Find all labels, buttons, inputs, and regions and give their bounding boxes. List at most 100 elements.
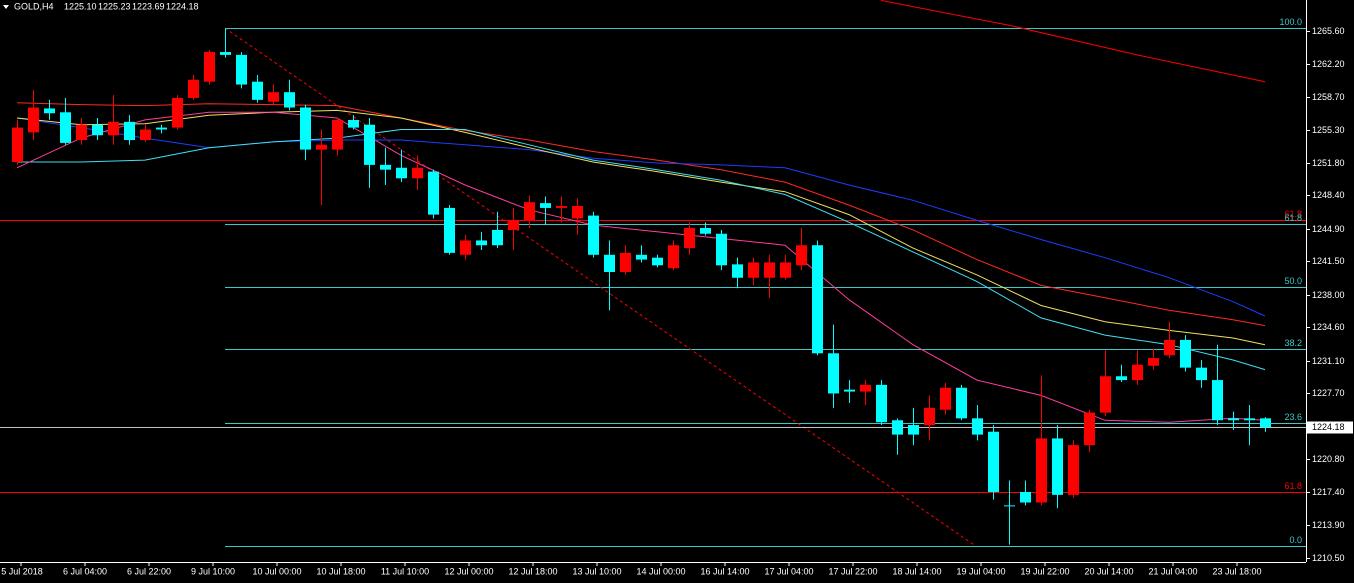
- candle-body: [572, 206, 583, 219]
- candle-body: [12, 127, 23, 163]
- candle-body: [1116, 376, 1127, 381]
- x-tick-label: 10 Jul 18:00: [316, 566, 365, 576]
- candle-body: [140, 129, 151, 141]
- candle-body: [396, 167, 407, 179]
- x-tick-label: 21 Jul 04:00: [1148, 566, 1197, 576]
- x-tick-label: 6 Jul 22:00: [127, 566, 171, 576]
- candle-body: [924, 407, 935, 426]
- candle-body: [412, 167, 423, 179]
- candle-body: [988, 431, 999, 492]
- y-tick-label: 1210.50: [1312, 553, 1345, 563]
- moving-average: [880, 0, 1266, 83]
- candle-body: [364, 124, 375, 165]
- high-label: 1225.23: [98, 1, 131, 11]
- level-label: 61.8: [1284, 481, 1302, 491]
- candle-body: [1244, 418, 1255, 421]
- x-tick-label: 10 Jul 00:00: [252, 566, 301, 576]
- y-tick-label: 1231.10: [1312, 356, 1345, 366]
- x-tick-label: 5 Jul 2018: [1, 566, 43, 576]
- level-label: 61.8: [1284, 209, 1302, 219]
- candle-body: [508, 220, 519, 230]
- candle-body: [1148, 358, 1159, 366]
- candle-body: [444, 207, 455, 253]
- candle-body: [252, 81, 263, 100]
- fib-label: 50.0: [1284, 276, 1302, 286]
- x-tick-label: 6 Jul 04:00: [63, 566, 107, 576]
- candle-body: [1132, 364, 1143, 381]
- moving-average: [16, 111, 1266, 423]
- candle-body: [540, 203, 551, 208]
- x-tick-label: 23 Jul 18:00: [1212, 566, 1261, 576]
- candle-body: [812, 245, 823, 354]
- candle-body: [876, 384, 887, 423]
- menu-arrow[interactable]: [3, 5, 9, 9]
- y-tick-label: 1234.60: [1312, 322, 1345, 332]
- x-tick-label: 11 Jul 10:00: [381, 566, 429, 576]
- moving-average: [16, 102, 1266, 327]
- candle-body: [60, 112, 71, 143]
- fib-trend-line: [224, 27, 976, 546]
- candle-body: [940, 387, 951, 410]
- x-tick-label: 19 Jul 22:00: [1020, 566, 1069, 576]
- moving-average: [16, 109, 1266, 346]
- candle-body: [732, 264, 743, 278]
- low-label: 1223.69: [132, 1, 165, 11]
- candle-body: [476, 240, 487, 246]
- candle-body: [684, 228, 695, 249]
- candle-body: [124, 121, 135, 141]
- candle-body: [1260, 418, 1271, 428]
- candle-body: [172, 97, 183, 128]
- fib-label: 38.2: [1284, 338, 1302, 348]
- y-tick-label: 1220.80: [1312, 454, 1345, 464]
- candle-body: [956, 387, 967, 419]
- y-tick-label: 1217.40: [1312, 487, 1345, 497]
- y-tick-label: 1238.00: [1312, 290, 1345, 300]
- candle-body: [284, 92, 295, 108]
- candle-body: [236, 54, 247, 85]
- candle-body: [604, 254, 615, 273]
- candle-body: [908, 425, 919, 435]
- candle-body: [92, 124, 103, 136]
- symbol: GOLD,H4: [14, 1, 54, 11]
- candle-body: [108, 121, 119, 136]
- candle-body: [492, 229, 503, 246]
- candle-body: [764, 262, 775, 278]
- x-tick-label: 9 Jul 10:00: [191, 566, 235, 576]
- x-tick-label: 20 Jul 14:00: [1084, 566, 1133, 576]
- axes: 1265.60 1262.20 1258.70 1255.30 1251.80 1248.…: [1, 26, 1353, 576]
- candle-body: [748, 262, 759, 278]
- candle-body: [1052, 438, 1063, 495]
- candle-body: [556, 206, 567, 208]
- candle-body: [1228, 418, 1239, 421]
- candle-body: [220, 52, 231, 55]
- y-tick-label: 1248.40: [1312, 190, 1345, 200]
- candle-body: [428, 171, 439, 215]
- candle-body: [700, 228, 711, 234]
- y-tick-label: 1255.30: [1312, 125, 1345, 135]
- candle-body: [44, 108, 55, 114]
- candle-body: [1212, 380, 1223, 421]
- candle-body: [796, 245, 807, 266]
- candle-body: [524, 202, 535, 221]
- price-box: [1307, 421, 1353, 434]
- candle-body: [716, 233, 727, 266]
- candle-body: [652, 257, 663, 266]
- candle-body: [860, 384, 871, 392]
- candle-body: [1036, 438, 1047, 503]
- x-tick-label: 17 Jul 04:00: [764, 566, 813, 576]
- candle-body: [76, 124, 87, 141]
- candle-body: [828, 353, 839, 394]
- x-tick-label: 12 Jul 00:00: [444, 566, 493, 576]
- x-tick-label: 14 Jul 00:00: [636, 566, 685, 576]
- moving-average: [17, 129, 1266, 371]
- candle-body: [332, 119, 343, 150]
- candle-body: [28, 107, 39, 133]
- candle-body: [268, 92, 279, 102]
- x-tick-label: 17 Jul 22:00: [828, 566, 877, 576]
- y-tick-label: 1213.90: [1312, 520, 1345, 530]
- candle-body: [316, 144, 327, 150]
- candle-body: [300, 107, 311, 150]
- candle-body: [1180, 339, 1191, 368]
